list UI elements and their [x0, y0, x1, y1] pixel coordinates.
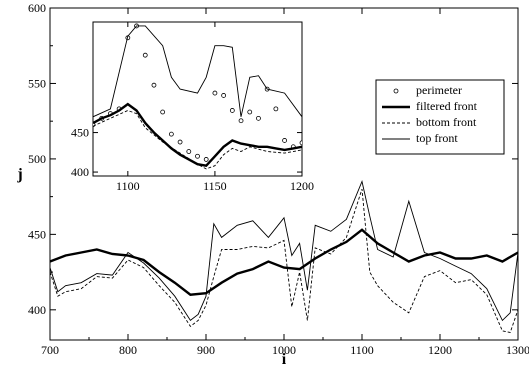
- inset-perimeter-point: [151, 82, 157, 88]
- inset-top-front-line: [93, 25, 302, 118]
- inset-perimeter-point: [273, 106, 279, 112]
- inset-perimeter-point: [203, 157, 209, 162]
- inset-x-tick-label: 1150: [203, 179, 227, 193]
- inset-perimeter-point: [160, 109, 166, 115]
- x-tick-label: 800: [119, 343, 137, 357]
- legend-label: perimeter: [416, 83, 462, 97]
- inset-x-tick-label: 1200: [290, 179, 314, 193]
- inset-perimeter-point: [282, 138, 287, 143]
- inset-y-tick-label: 450: [71, 126, 89, 140]
- y-tick-label: 400: [28, 303, 46, 317]
- legend-label: filtered front: [416, 99, 478, 113]
- x-tick-label: 700: [41, 343, 59, 357]
- inset-x-tick-label: 1100: [116, 179, 140, 193]
- inset-bottom-front-line: [93, 110, 302, 170]
- inset-perimeter-point: [142, 52, 148, 58]
- inset-perimeter-point: [221, 93, 227, 98]
- x-tick-label: 900: [197, 343, 215, 357]
- x-tick-label: 1200: [428, 343, 452, 357]
- inset-plot-area: [92, 21, 303, 177]
- x-tick-label: 1000: [272, 343, 296, 357]
- legend-label: top front: [416, 131, 458, 145]
- legend-marker-perimeter: [393, 88, 399, 94]
- inset-perimeter-point: [256, 115, 261, 121]
- inset-perimeter-point: [247, 109, 253, 115]
- inset-perimeter-point: [177, 139, 183, 145]
- inset-perimeter-point: [195, 153, 200, 159]
- y-tick-label: 450: [28, 227, 46, 241]
- inset-perimeter-point: [212, 90, 218, 96]
- x-tick-label: 1100: [350, 343, 374, 357]
- y-axis-label: j: [16, 166, 22, 183]
- inset-y-tick-label: 400: [71, 165, 89, 179]
- inset-perimeter-point: [168, 131, 174, 137]
- main-filtered-front-line: [49, 228, 519, 296]
- main-series-group: [49, 180, 519, 334]
- main-bottom-front-line: [49, 188, 519, 334]
- inset-series-group: [93, 23, 302, 170]
- inset-perimeter-point: [299, 140, 302, 146]
- inset-perimeter-point: [186, 149, 192, 154]
- inset-perimeter-point: [238, 118, 244, 124]
- main-top-front-line: [49, 180, 519, 322]
- y-tick-label: 550: [28, 76, 46, 90]
- legend-label: bottom front: [416, 115, 477, 129]
- y-tick-label: 500: [28, 152, 46, 166]
- x-tick-label: 1300: [506, 343, 529, 357]
- inset-perimeter-point: [229, 108, 235, 113]
- y-tick-label: 600: [28, 1, 46, 15]
- x-axis-label: i: [282, 351, 287, 368]
